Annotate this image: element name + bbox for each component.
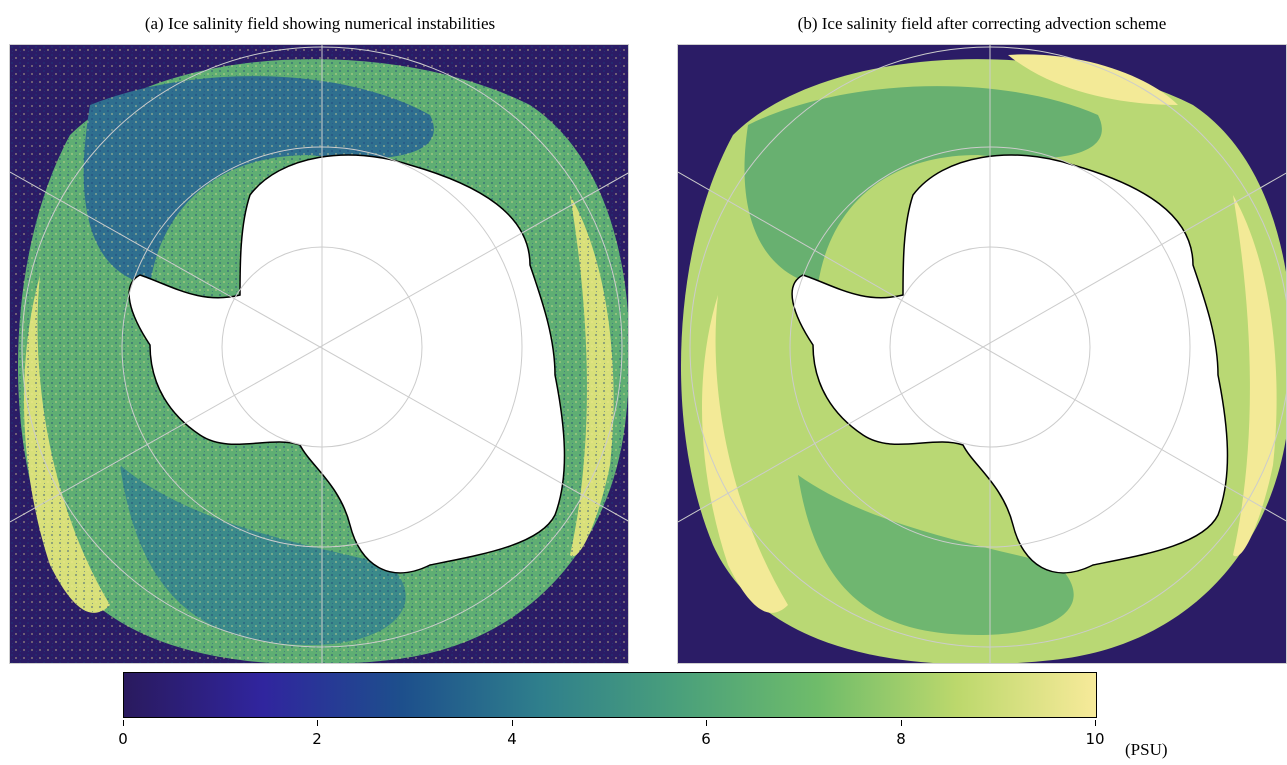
colorbar-tick-label: 2 <box>312 730 322 748</box>
colorbar-tick <box>512 720 513 726</box>
salinity-map-unstable <box>9 44 629 664</box>
colorbar-tick <box>901 720 902 726</box>
colorbar <box>123 672 1097 718</box>
colorbar-tick-label: 6 <box>701 730 711 748</box>
antarctica-landmass <box>128 154 566 574</box>
antarctica-landmass <box>791 154 1229 574</box>
colorbar-units: (PSU) <box>1125 740 1168 759</box>
sea-ice-band-green <box>744 86 1102 285</box>
colorbar-tick <box>706 720 707 726</box>
colorbar-tick-label: 0 <box>118 730 128 748</box>
colorbar-tick-label: 8 <box>896 730 906 748</box>
salinity-map-corrected <box>677 44 1287 664</box>
graticule <box>678 45 1286 663</box>
panel-b-title: (b) Ice salinity field after correcting … <box>797 14 1167 33</box>
colorbar-tick <box>123 720 124 726</box>
panel-a-title: (a) Ice salinity field showing numerical… <box>144 14 496 33</box>
colorbar-tick-label: 10 <box>1085 730 1105 748</box>
colorbar-tick <box>317 720 318 726</box>
colorbar-tick <box>1095 720 1096 726</box>
sea-ice-band-south <box>798 475 1074 635</box>
graticule <box>10 45 628 663</box>
colorbar-tick-label: 4 <box>507 730 517 748</box>
